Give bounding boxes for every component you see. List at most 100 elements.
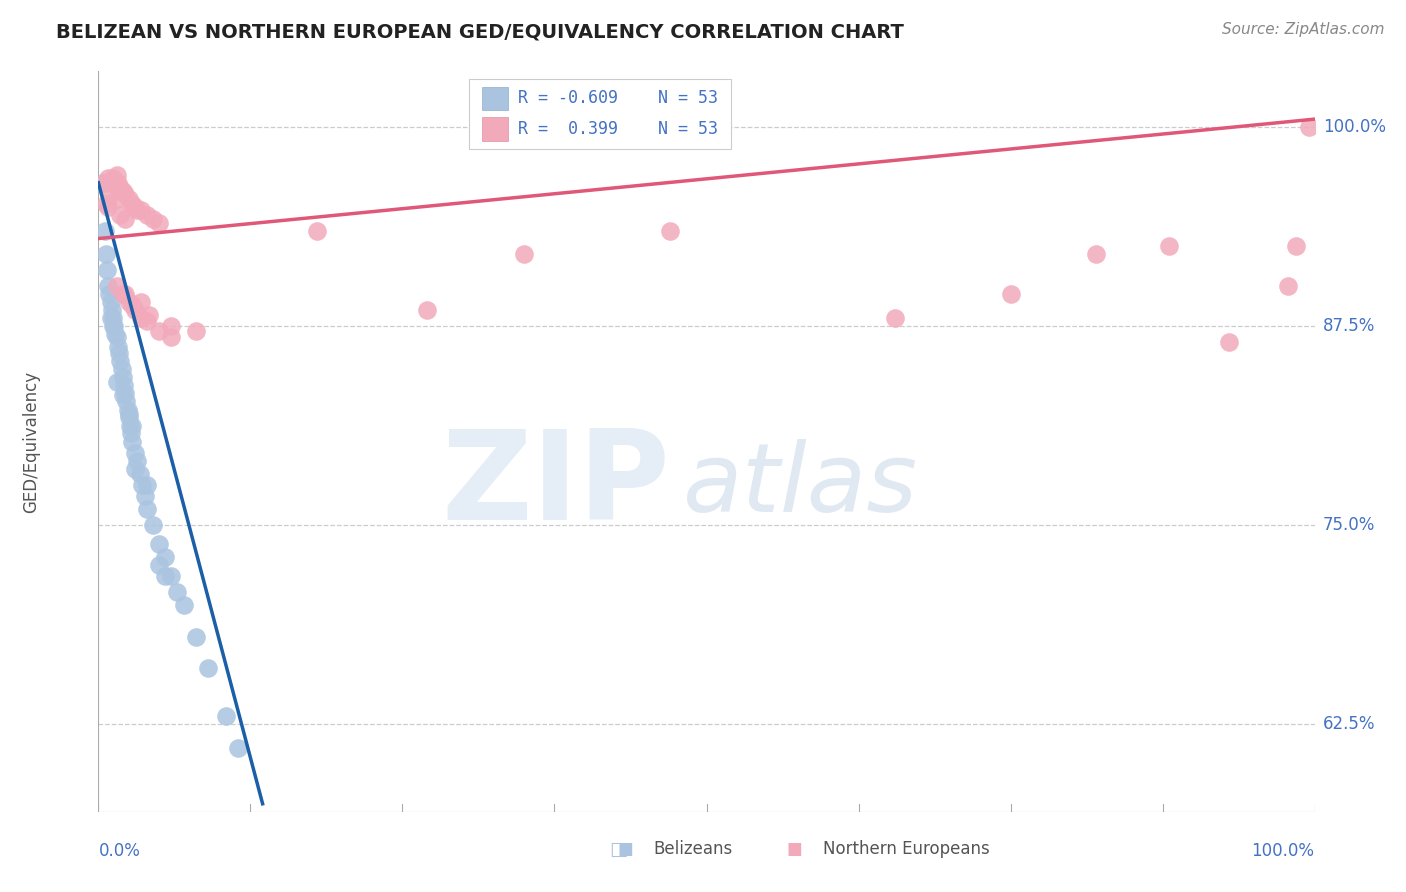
Point: [105, 192, 128, 206]
Point: [110, 180, 132, 194]
Text: 100.0%: 100.0%: [1323, 118, 1386, 136]
Text: GED/Equivalency: GED/Equivalency: [22, 370, 41, 513]
Point: [115, 393, 138, 408]
Point: [103, 319, 125, 334]
Bar: [481, 117, 509, 141]
Point: [1298, 120, 1320, 134]
Point: [129, 311, 152, 326]
Point: [197, 661, 219, 675]
Point: [1218, 334, 1240, 349]
Point: [100, 186, 122, 201]
Point: [121, 435, 143, 450]
Point: [184, 324, 207, 338]
Text: R =  0.399    N = 53: R = 0.399 N = 53: [517, 120, 718, 138]
Point: [118, 192, 141, 206]
Text: □: □: [609, 839, 628, 859]
Point: [101, 303, 124, 318]
Point: [101, 311, 124, 326]
Point: [124, 446, 146, 460]
Point: [114, 186, 136, 201]
Point: [93, 176, 115, 190]
Point: [114, 212, 136, 227]
Point: [117, 403, 139, 417]
Point: [110, 354, 132, 368]
Point: [100, 295, 122, 310]
Text: Belizeans: Belizeans: [654, 840, 733, 858]
Point: [112, 378, 135, 392]
Point: [215, 709, 238, 723]
Point: [884, 311, 907, 326]
Point: [100, 176, 122, 190]
Text: 62.5%: 62.5%: [1323, 715, 1375, 733]
Point: [142, 518, 165, 533]
Text: ■: ■: [617, 840, 634, 858]
Point: [100, 311, 122, 326]
Point: [128, 467, 150, 482]
Point: [148, 537, 170, 551]
Point: [94, 247, 117, 261]
Point: [114, 386, 136, 401]
Point: [107, 340, 129, 354]
Point: [1277, 279, 1299, 293]
Point: [101, 171, 124, 186]
Point: [124, 303, 146, 318]
Point: [136, 314, 159, 328]
Point: [121, 196, 143, 211]
Point: [114, 287, 136, 301]
Point: [105, 375, 128, 389]
Point: [105, 279, 128, 293]
Point: [105, 330, 128, 344]
Point: [513, 247, 536, 261]
Point: [134, 490, 156, 504]
Point: [111, 184, 134, 198]
Point: [1285, 239, 1308, 253]
FancyBboxPatch shape: [470, 78, 731, 149]
Point: [107, 176, 129, 190]
Point: [103, 176, 125, 190]
Point: [307, 223, 329, 237]
Point: [97, 171, 120, 186]
Point: [127, 454, 149, 468]
Text: ■: ■: [786, 840, 803, 858]
Point: [155, 569, 177, 583]
Point: [118, 419, 141, 434]
Point: [121, 419, 143, 434]
Point: [108, 346, 131, 360]
Point: [1000, 287, 1022, 301]
Point: [131, 478, 153, 492]
Text: 87.5%: 87.5%: [1323, 318, 1375, 335]
Point: [659, 223, 682, 237]
Point: [148, 324, 170, 338]
Point: [160, 319, 183, 334]
Point: [104, 327, 127, 342]
Point: [91, 176, 114, 190]
Point: [160, 330, 183, 344]
Point: [105, 168, 128, 182]
Point: [1157, 239, 1180, 253]
Point: [129, 202, 152, 217]
Point: [121, 298, 143, 312]
Point: [94, 196, 117, 211]
Text: atlas: atlas: [682, 440, 917, 533]
Point: [142, 212, 165, 227]
Point: [118, 409, 141, 424]
Point: [124, 200, 146, 214]
Point: [111, 387, 134, 401]
Point: [124, 462, 146, 476]
Point: [148, 216, 170, 230]
Point: [110, 208, 132, 222]
Point: [98, 287, 121, 301]
Point: [416, 303, 439, 318]
Point: [136, 478, 159, 492]
Point: [148, 558, 170, 572]
Point: [118, 407, 141, 421]
Text: ZIP: ZIP: [441, 425, 671, 547]
Point: [129, 295, 152, 310]
Text: 75.0%: 75.0%: [1323, 516, 1375, 534]
Point: [173, 598, 195, 612]
Text: BELIZEAN VS NORTHERN EUROPEAN GED/EQUIVALENCY CORRELATION CHART: BELIZEAN VS NORTHERN EUROPEAN GED/EQUIVA…: [56, 22, 904, 41]
Point: [127, 202, 149, 217]
Text: Northern Europeans: Northern Europeans: [823, 840, 990, 858]
Point: [155, 549, 177, 564]
Point: [226, 741, 249, 756]
